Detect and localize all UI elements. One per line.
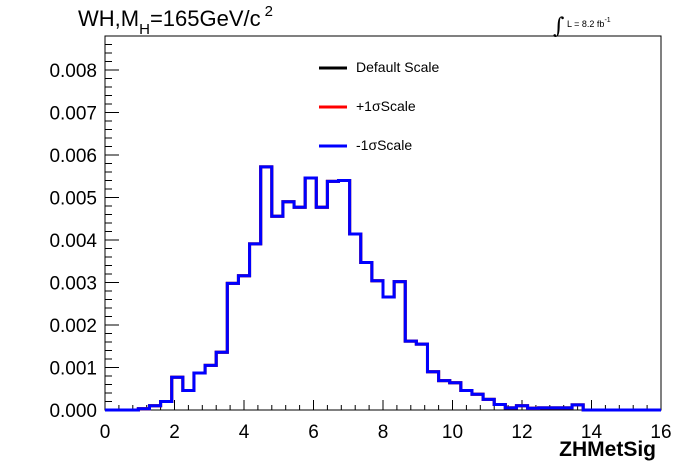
x-tick-label: 8 [378, 422, 389, 443]
legend-label-default: Default Scale [356, 59, 440, 75]
x-tick-label: 14 [581, 422, 603, 443]
histogram-series-2 [105, 165, 661, 412]
x-tick-label: 16 [650, 422, 671, 443]
x-tick-label: 0 [100, 422, 111, 443]
plot-frame [104, 35, 662, 411]
luminosity-label: ∫ L = 8.2 fb-1 [553, 14, 611, 39]
y-tick-label: 0.007 [49, 104, 97, 125]
x-tick-label: 10 [442, 422, 463, 443]
x-tick-label: 12 [511, 422, 532, 443]
y-tick-label: 0.001 [49, 359, 97, 380]
chart-title: WH,MH=165GeV/c 2 [78, 3, 273, 38]
y-tick-label: 0.008 [49, 61, 97, 82]
legend-label-plus1sigma: +1σScale [356, 98, 416, 114]
axis-tick-labels: 0 2 4 6 8 10 12 14 16 0.000 0.001 0.002 0.003 0.004 0.… [49, 61, 671, 443]
y-tick-label: 0.004 [49, 231, 97, 252]
y-tick-label: 0.006 [49, 146, 97, 167]
x-tick-label: 2 [169, 422, 180, 443]
x-tick-label: 4 [239, 422, 250, 443]
y-tick-label: 0.005 [49, 189, 97, 210]
legend-lines [319, 66, 347, 148]
x-tick-label: 6 [308, 422, 319, 443]
series-layer [105, 165, 661, 412]
x-axis-label: ZHMetSig [559, 438, 656, 461]
y-tick-label: 0.002 [49, 316, 97, 337]
y-tick-label: 0.003 [49, 274, 97, 295]
axis-ticks [104, 35, 662, 411]
y-tick-label: 0.000 [49, 401, 97, 422]
legend-label-minus1sigma: -1σScale [356, 137, 413, 153]
